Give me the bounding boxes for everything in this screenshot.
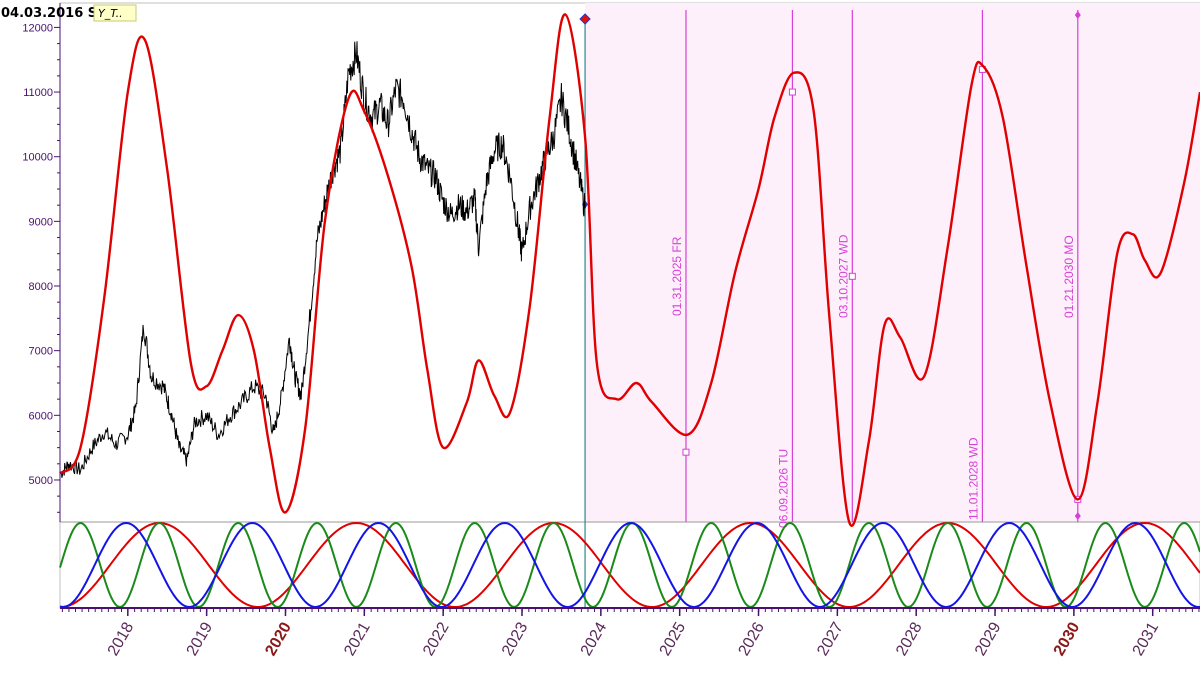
date-marker-point[interactable] [682,448,690,456]
x-tick-label: 2028 [893,619,926,658]
header-tag-box[interactable] [93,4,137,22]
marker-cap-top [1074,11,1081,19]
current-date-handle-icon[interactable] [579,13,591,25]
cycle-composite-line [59,13,1200,527]
date-marker-point[interactable] [788,88,796,96]
x-tick-label: 2026 [735,619,768,658]
x-tick-label: 2025 [657,619,690,658]
header-tag-label: Y_T.. [98,7,123,20]
date-marker-label: 11.01.2028 WD [966,437,980,520]
x-tick-label: 2018 [105,619,138,658]
x-tick-label: 2024 [578,619,611,658]
y-tick-label: 6000 [29,410,53,422]
y-tick-label: 12000 [22,22,53,34]
x-tick-label: 2030 [1051,619,1084,658]
y-tick-label: 5000 [29,475,53,487]
x-tick-label: 2021 [341,619,374,658]
x-tick-label: 2029 [972,619,1005,658]
marker-cap-bottom [1074,512,1081,520]
y-tick-label: 11000 [23,87,53,99]
date-marker-label: 03.10.2027 WD [836,234,850,318]
y-tick-label: 8000 [29,281,53,293]
x-tick-label: 2022 [420,619,453,658]
date-marker-label: 01.31.2025 FR [670,236,684,316]
x-tick-label: 2023 [499,619,532,658]
date-marker-point[interactable] [848,272,856,280]
x-tick-label: 2027 [814,619,847,658]
y-tick-label: 7000 [29,346,53,358]
cycle-wave-blue [59,521,1200,609]
x-tick-label: 2020 [262,619,295,658]
date-marker-label: 06.09.2026 TU [776,449,790,528]
price-line [60,41,586,478]
cycle-wave-red [60,521,1200,609]
y-tick-label: 9000 [29,216,53,228]
x-tick-label: 2031 [1130,619,1163,658]
x-tick-label: 2019 [184,619,217,658]
y-tick-label: 10000 [22,152,53,164]
date-marker-label: 01.21.2030 MO [1062,235,1076,318]
header-date-label: 04.03.2016 SU [1,6,108,21]
